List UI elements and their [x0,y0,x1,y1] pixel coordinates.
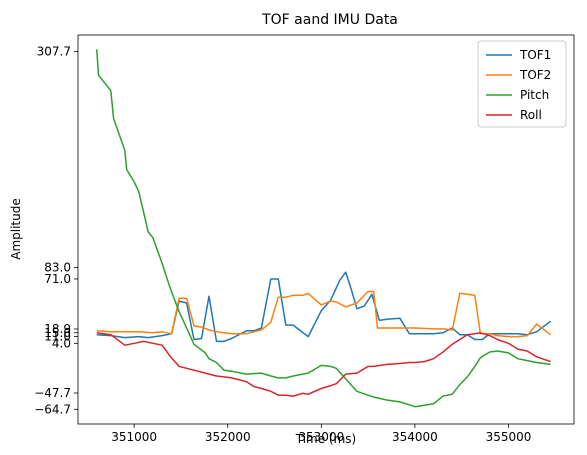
x-tick-label: 355000 [486,430,532,444]
series-line-pitch [95,49,551,408]
y-tick-label: 11.0 [44,330,71,344]
x-axis-label: Time (ms) [295,432,357,446]
legend-label: TOF2 [519,68,551,82]
y-tick-label: 83.0 [44,260,71,274]
legend-label: Pitch [520,88,549,102]
legend-label: TOF1 [519,48,551,62]
y-tick-label: −64.7 [34,402,71,416]
y-axis-label: Amplitude [9,198,23,260]
x-tick-label: 352000 [205,430,251,444]
y-tick-label: −47.7 [34,386,71,400]
legend: TOF1 TOF2 Pitch Roll [477,40,567,128]
series-line-tof1 [96,271,552,343]
y-tick-label: 307.7 [37,45,71,59]
y-tick-label: 18.9 [44,322,71,336]
y-tick-label: 71.0 [44,272,71,286]
x-tick-label: 353000 [298,430,344,444]
y-tick-label: 15.0 [44,326,71,340]
legend-label: Roll [520,108,542,122]
y-axis-ticks: 307.7 83.071.0 18.915.011.04.0 −47.7 −64.7 [34,45,78,416]
chart-title: TOF aand IMU Data [261,12,398,28]
series-line-roll [96,332,551,397]
legend-box [477,40,567,128]
plot-lines [95,49,552,408]
series-line-tof2 [96,290,552,338]
x-tick-label: 354000 [392,430,438,444]
plot-frame [77,34,575,425]
x-axis-ticks: 351000 352000 353000 354000 355000 [111,424,531,444]
y-tick-label: 4.0 [52,336,71,350]
x-tick-label: 351000 [111,430,157,444]
